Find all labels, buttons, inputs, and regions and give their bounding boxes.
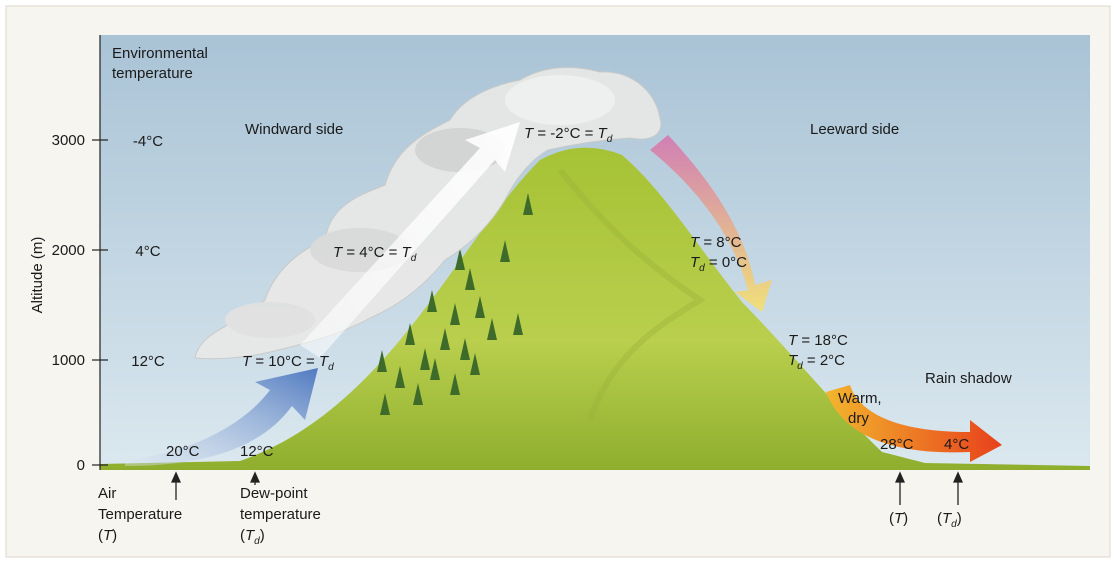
y-tick-label: 1000 <box>52 352 85 369</box>
subscript: d <box>607 134 613 145</box>
text: = 0°C <box>705 254 747 271</box>
region-label: Leeward side <box>810 121 899 138</box>
env-title: Environmental <box>112 45 208 62</box>
base-temp: 4°C <box>944 436 969 453</box>
y-tick-label: 2000 <box>52 242 85 259</box>
text: = 18°C <box>797 332 848 349</box>
warm-dry-label: Warm, <box>838 390 882 407</box>
region-label: Windward side <box>245 121 343 138</box>
descending-2000-t: T = 8°C <box>690 234 742 251</box>
base-temp: 28°C <box>880 436 914 453</box>
text: = 4°C = <box>342 244 401 261</box>
warm-dry-label: dry <box>848 410 869 427</box>
orographic-diagram: 3000 2000 1000 0 Altitude (m) Environmen… <box>0 0 1116 563</box>
text: = -2°C = <box>533 125 597 142</box>
legend-label: Dew-point <box>240 485 308 502</box>
text: ) <box>112 527 117 544</box>
subscript: d <box>328 362 334 373</box>
descending-1000-t: T = 18°C <box>788 332 848 349</box>
text: = 8°C <box>699 234 741 251</box>
y-axis-title: Altitude (m) <box>29 237 46 314</box>
base-temp: 20°C <box>166 443 200 460</box>
cloud-puff <box>225 302 315 338</box>
legend-label: (T) <box>889 510 908 527</box>
region-label: Rain shadow <box>925 370 1012 387</box>
text: ) <box>903 510 908 527</box>
env-value: 12°C <box>131 353 165 370</box>
env-value: -4°C <box>133 133 163 150</box>
legend-label: temperature <box>240 506 321 523</box>
legend-label: Temperature <box>98 506 182 523</box>
text: ) <box>260 527 265 544</box>
y-tick-label: 0 <box>77 457 85 474</box>
legend-label: Air <box>98 485 116 502</box>
base-temp: 12°C <box>240 443 274 460</box>
subscript: d <box>411 253 417 264</box>
env-title: temperature <box>112 65 193 82</box>
text: ) <box>957 510 962 527</box>
legend-label: (T) <box>98 527 117 544</box>
y-tick-label: 3000 <box>52 132 85 149</box>
text: = 10°C = <box>251 353 319 370</box>
env-value: 4°C <box>135 243 160 260</box>
text: = 2°C <box>803 352 845 369</box>
cloud-puff <box>505 75 615 125</box>
